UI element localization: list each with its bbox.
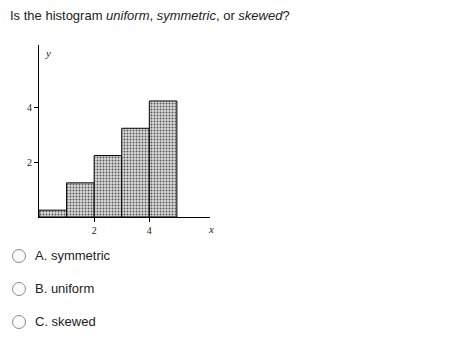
svg-text:y: y — [45, 47, 51, 59]
svg-text:4: 4 — [27, 102, 32, 113]
svg-text:x: x — [208, 223, 214, 235]
svg-text:4: 4 — [147, 225, 152, 236]
html-text:B. uniform: B. uniform — [35, 281, 95, 296]
html-text:C. skewed: C. skewed — [35, 314, 96, 329]
svg-text:2: 2 — [27, 157, 32, 168]
svg-text:2: 2 — [92, 225, 97, 236]
html-text:Is the histogram uniform, symm: Is the histogram uniform, symmetric, or … — [10, 8, 290, 23]
html-text:A. symmetric: A. symmetric — [35, 248, 111, 263]
